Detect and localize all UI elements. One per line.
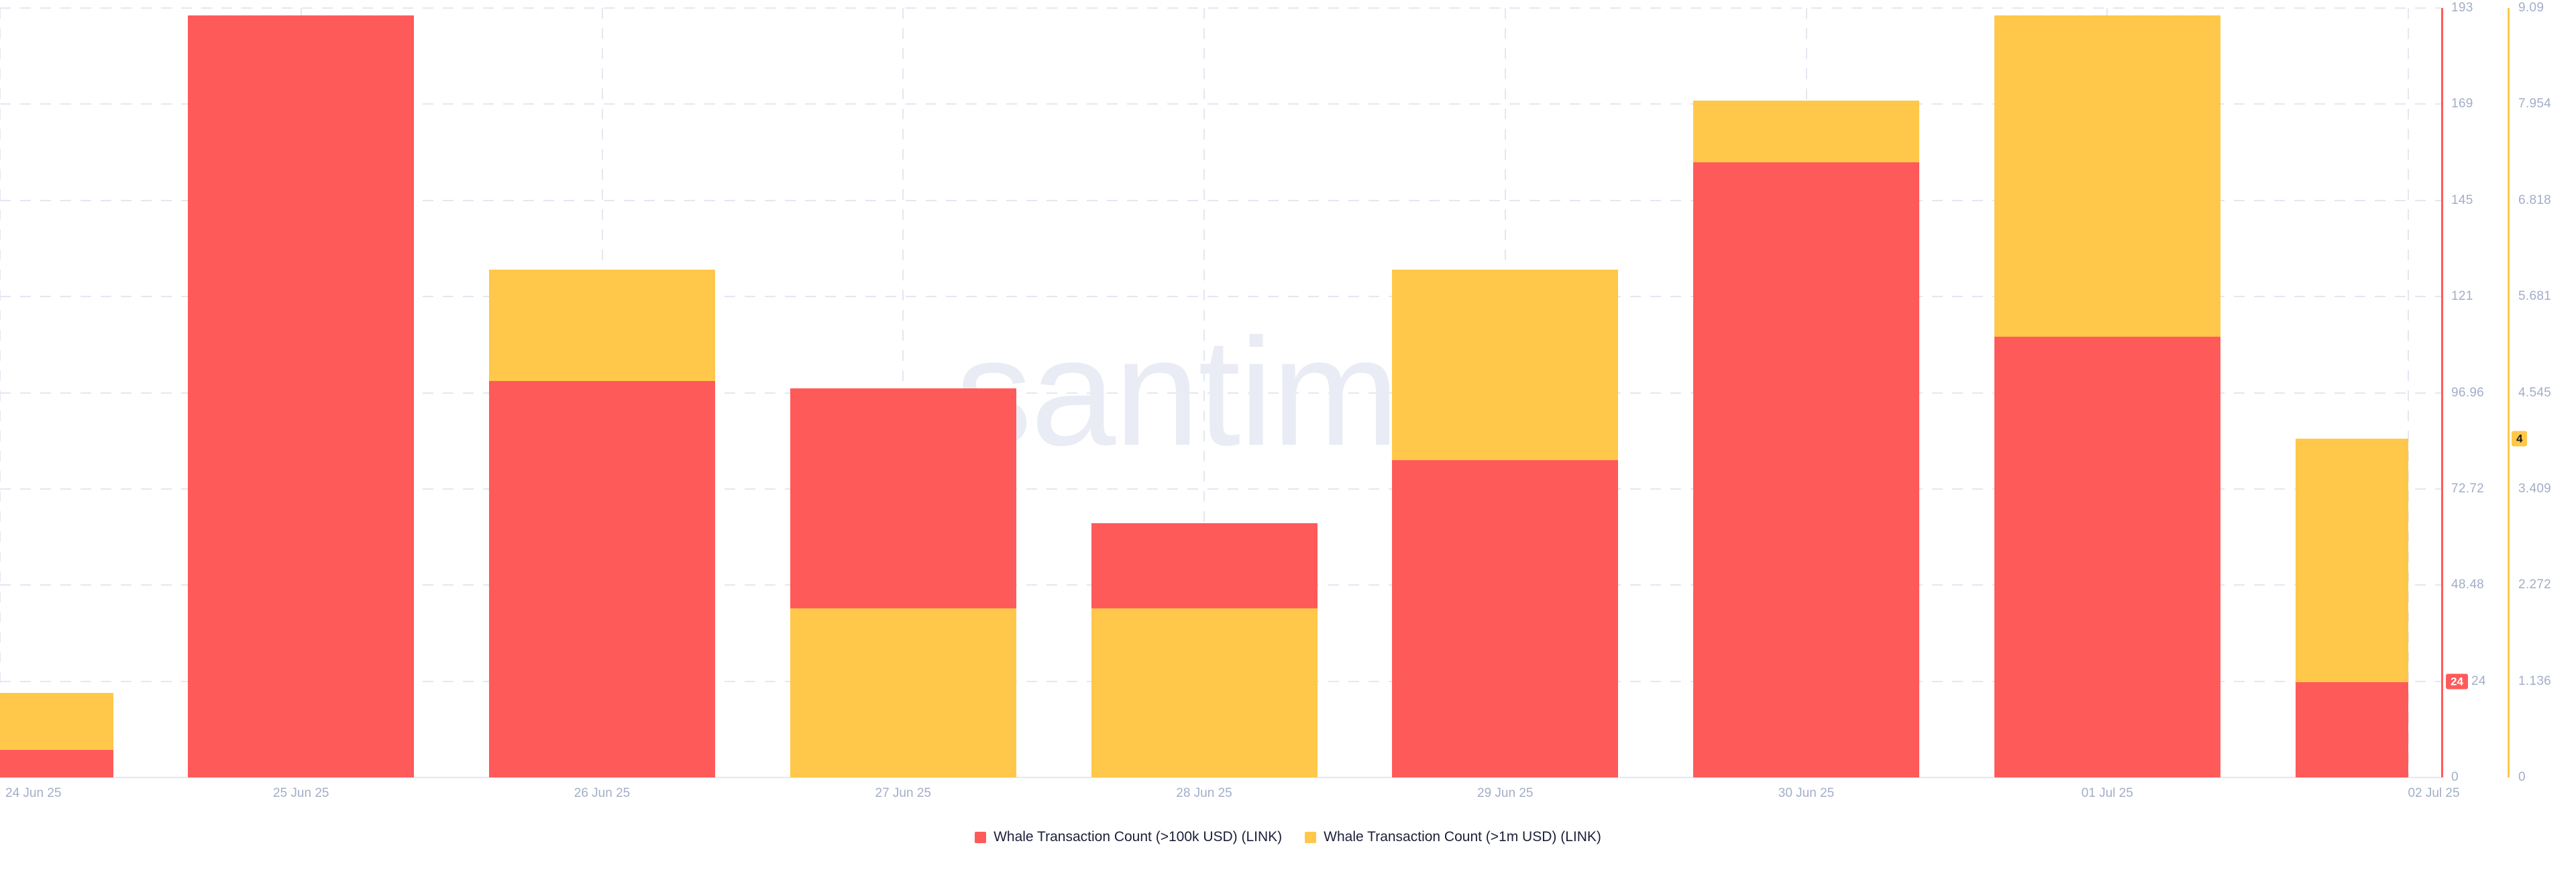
- yellow-axis-tick-label: 0: [2518, 770, 2526, 784]
- x-axis-date-label: 28 Jun 25: [1176, 786, 1232, 800]
- bar-27-jun-25-front-segment[interactable]: [790, 608, 1016, 777]
- red-axis-tick-label: 121: [2451, 289, 2473, 304]
- x-axis-date-label: 01 Jul 25: [2081, 786, 2133, 800]
- x-axis-date-label: 30 Jun 25: [1778, 786, 1835, 800]
- x-axis-date-label: 26 Jun 25: [574, 786, 631, 800]
- legend-item-whale-1m[interactable]: Whale Transaction Count (>1m USD) (LINK): [1305, 829, 1601, 845]
- v-gridline: [0, 8, 1, 777]
- h-gridline: [0, 103, 2442, 105]
- bar-29-jun-25-back-segment[interactable]: [1392, 269, 1619, 460]
- h-gridline: [0, 392, 2442, 394]
- red-axis-tick-label: 24: [2471, 673, 2486, 688]
- v-gridline: [2408, 8, 2409, 777]
- bar-30-jun-25-back-segment[interactable]: [1693, 100, 1919, 163]
- bar-24-jun-25-front-segment[interactable]: [0, 749, 113, 777]
- red-axis-tick-label: 193: [2451, 1, 2473, 15]
- x-axis-date-label: 24 Jun 25: [5, 786, 62, 800]
- yellow-axis-tick-label: 7.954: [2518, 97, 2552, 111]
- yellow-axis-tick-label: 4.545: [2518, 385, 2552, 400]
- bar-26-jun-25-back-segment[interactable]: [489, 269, 715, 381]
- bar-02-jul-25-front-segment[interactable]: [2295, 682, 2408, 777]
- legend-item-whale-100k[interactable]: Whale Transaction Count (>100k USD) (LIN…: [975, 829, 1282, 845]
- bar-28-jun-25-back-segment[interactable]: [1091, 523, 1318, 608]
- h-gridline: [0, 296, 2442, 298]
- red-axis-tick-label: 145: [2451, 193, 2473, 207]
- red-axis-tick-label: 169: [2451, 97, 2473, 111]
- yellow-axis-tick-label: 9.09: [2518, 1, 2544, 15]
- v-gridline: [1203, 8, 1205, 777]
- yellow-axis-value-badge: 4: [2512, 431, 2528, 447]
- red-axis-tick-label: 48.48: [2451, 578, 2485, 592]
- red-axis-tick-label: 72.72: [2451, 481, 2485, 496]
- bar-02-jul-25-back-segment[interactable]: [2295, 439, 2408, 683]
- x-axis-date-label: 02 Jul 25: [2408, 786, 2460, 800]
- bar-27-jun-25-back-segment[interactable]: [790, 388, 1016, 608]
- red-axis-tick-label: 0: [2451, 770, 2459, 784]
- bar-29-jun-25-front-segment[interactable]: [1392, 459, 1619, 777]
- bar-24-jun-25-back-segment[interactable]: [0, 692, 113, 750]
- chart-legend: Whale Transaction Count (>100k USD) (LIN…: [0, 829, 2576, 845]
- legend-label-whale-1m: Whale Transaction Count (>1m USD) (LINK): [1324, 829, 1601, 844]
- red-axis-tick-label: 96.96: [2451, 385, 2485, 400]
- bar-28-jun-25-front-segment[interactable]: [1091, 608, 1318, 777]
- x-axis-date-label: 25 Jun 25: [273, 786, 329, 800]
- bar-01-jul-25-back-segment[interactable]: [1994, 15, 2220, 337]
- yellow-axis-tick-label: 3.409: [2518, 481, 2552, 496]
- legend-label-whale-100k: Whale Transaction Count (>100k USD) (LIN…: [994, 829, 1283, 844]
- h-gridline: [0, 488, 2442, 490]
- h-gridline: [0, 7, 2442, 9]
- bar-25-jun-25-back-segment[interactable]: [188, 15, 415, 777]
- red-y-axis-line: [2441, 8, 2443, 777]
- bar-30-jun-25-front-segment[interactable]: [1693, 162, 1919, 777]
- h-gridline: [0, 199, 2442, 201]
- yellow-axis-tick-label: 6.818: [2518, 193, 2552, 207]
- yellow-y-axis-line: [2508, 8, 2510, 777]
- yellow-axis-tick-label: 5.681: [2518, 289, 2552, 304]
- legend-swatch-red: [975, 831, 987, 843]
- x-axis-line: [0, 777, 2442, 778]
- red-axis-value-badge: 24: [2446, 673, 2468, 690]
- x-axis-date-label: 27 Jun 25: [875, 786, 931, 800]
- bar-26-jun-25-front-segment[interactable]: [489, 380, 715, 777]
- x-axis-date-label: 29 Jun 25: [1477, 786, 1534, 800]
- legend-swatch-yellow: [1305, 831, 1317, 843]
- yellow-axis-tick-label: 2.272: [2518, 578, 2552, 592]
- bar-01-jul-25-front-segment[interactable]: [1994, 337, 2220, 777]
- yellow-axis-tick-label: 1.136: [2518, 673, 2552, 688]
